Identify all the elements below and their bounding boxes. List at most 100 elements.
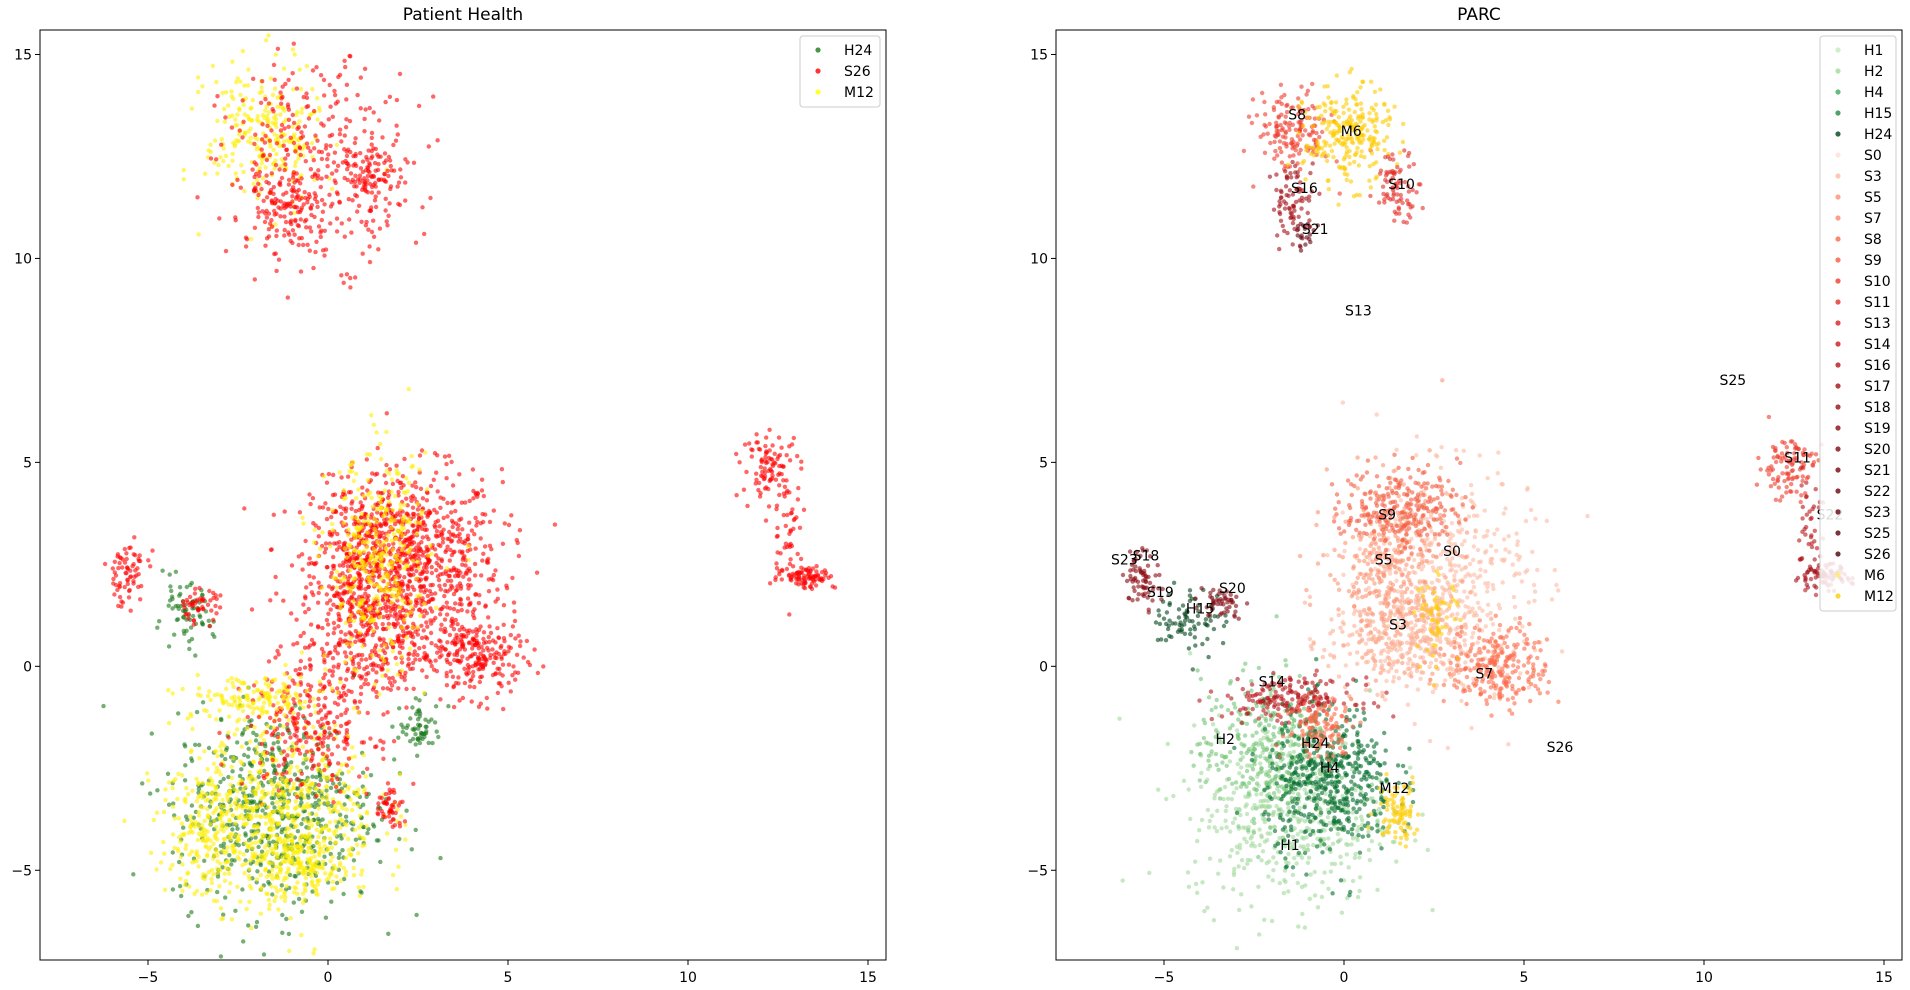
scatter-point bbox=[328, 809, 334, 815]
scatter-point bbox=[346, 769, 351, 774]
scatter-point bbox=[316, 168, 321, 173]
scatter-point bbox=[346, 848, 351, 853]
scatter-point bbox=[373, 649, 378, 655]
scatter-point bbox=[261, 952, 267, 957]
scatter-point bbox=[380, 686, 386, 691]
scatter-point bbox=[480, 558, 485, 563]
scatter-point bbox=[298, 738, 303, 743]
scatter-point bbox=[356, 487, 361, 492]
scatter-point bbox=[393, 575, 398, 580]
scatter-point bbox=[322, 228, 327, 233]
scatter-point bbox=[316, 719, 321, 724]
scatter-point bbox=[182, 798, 187, 803]
scatter-point bbox=[467, 664, 472, 670]
scatter-point bbox=[160, 568, 165, 573]
scatter-point bbox=[391, 739, 397, 744]
scatter-point bbox=[494, 650, 499, 655]
scatter-point bbox=[259, 186, 264, 192]
scatter-point bbox=[117, 583, 122, 589]
scatter-point bbox=[227, 853, 232, 858]
scatter-point bbox=[271, 703, 276, 708]
scatter-point bbox=[268, 187, 274, 193]
scatter-point bbox=[311, 642, 316, 647]
scatter-point bbox=[264, 772, 270, 777]
scatter-point bbox=[386, 542, 391, 548]
scatter-point bbox=[343, 125, 349, 130]
scatter-point bbox=[254, 732, 259, 738]
scatter-point bbox=[256, 192, 261, 198]
scatter-point bbox=[196, 831, 202, 836]
scatter-point bbox=[341, 789, 347, 794]
scatter-point bbox=[364, 219, 369, 225]
scatter-point bbox=[395, 672, 400, 677]
scatter-point bbox=[322, 672, 328, 677]
scatter-point bbox=[116, 603, 121, 609]
scatter-point bbox=[485, 645, 490, 651]
scatter-point bbox=[455, 650, 460, 655]
scatter-point bbox=[469, 654, 474, 659]
scatter-point bbox=[282, 837, 287, 842]
scatter-point bbox=[775, 533, 780, 539]
scatter-point bbox=[346, 733, 351, 739]
scatter-point bbox=[188, 625, 194, 630]
scatter-point bbox=[341, 876, 347, 882]
scatter-point bbox=[279, 776, 285, 782]
scatter-point bbox=[335, 163, 341, 168]
scatter-point bbox=[266, 227, 272, 232]
scatter-point bbox=[267, 138, 273, 143]
scatter-point bbox=[291, 900, 296, 905]
scatter-point bbox=[351, 478, 356, 484]
scatter-point bbox=[304, 91, 309, 96]
scatter-point bbox=[347, 217, 352, 222]
scatter-point bbox=[418, 593, 423, 598]
scatter-point bbox=[318, 184, 323, 190]
scatter-point bbox=[425, 624, 430, 629]
scatter-point bbox=[214, 824, 219, 830]
scatter-point bbox=[415, 501, 420, 506]
scatter-point bbox=[319, 176, 324, 181]
scatter-point bbox=[447, 573, 452, 579]
scatter-point bbox=[241, 787, 246, 793]
scatter-point bbox=[339, 771, 345, 776]
scatter-point bbox=[399, 668, 405, 673]
scatter-point bbox=[384, 462, 389, 468]
scatter-point bbox=[308, 167, 314, 172]
scatter-point bbox=[342, 546, 347, 551]
scatter-point bbox=[405, 624, 410, 630]
scatter-point bbox=[285, 152, 291, 157]
scatter-point bbox=[272, 77, 277, 83]
scatter-point bbox=[283, 156, 288, 161]
scatter-point bbox=[370, 628, 376, 633]
scatter-point bbox=[306, 825, 312, 831]
scatter-point bbox=[331, 472, 336, 478]
scatter-point bbox=[272, 764, 277, 769]
scatter-point bbox=[790, 507, 795, 512]
scatter-point bbox=[458, 536, 463, 541]
scatter-point bbox=[421, 550, 426, 555]
scatter-point bbox=[775, 550, 780, 555]
scatter-point bbox=[315, 204, 320, 210]
scatter-point bbox=[438, 495, 443, 500]
scatter-point bbox=[388, 687, 393, 692]
scatter-point bbox=[451, 550, 456, 555]
scatter-point bbox=[242, 83, 247, 88]
scatter-point bbox=[338, 578, 343, 583]
scatter-point bbox=[392, 494, 398, 499]
scatter-point bbox=[358, 691, 364, 697]
scatter-point bbox=[263, 243, 268, 248]
scatter-point bbox=[364, 824, 369, 829]
scatter-point bbox=[155, 625, 160, 630]
scatter-point bbox=[293, 217, 298, 223]
scatter-point bbox=[344, 794, 350, 799]
scatter-point bbox=[381, 637, 386, 642]
scatter-point bbox=[238, 899, 243, 904]
scatter-point bbox=[360, 169, 366, 175]
scatter-point bbox=[358, 151, 363, 156]
scatter-point bbox=[302, 124, 308, 129]
scatter-point bbox=[388, 637, 393, 643]
scatter-point bbox=[214, 157, 219, 162]
scatter-point bbox=[254, 680, 259, 685]
scatter-point bbox=[378, 523, 383, 528]
scatter-point bbox=[413, 629, 418, 634]
scatter-point bbox=[285, 688, 291, 693]
